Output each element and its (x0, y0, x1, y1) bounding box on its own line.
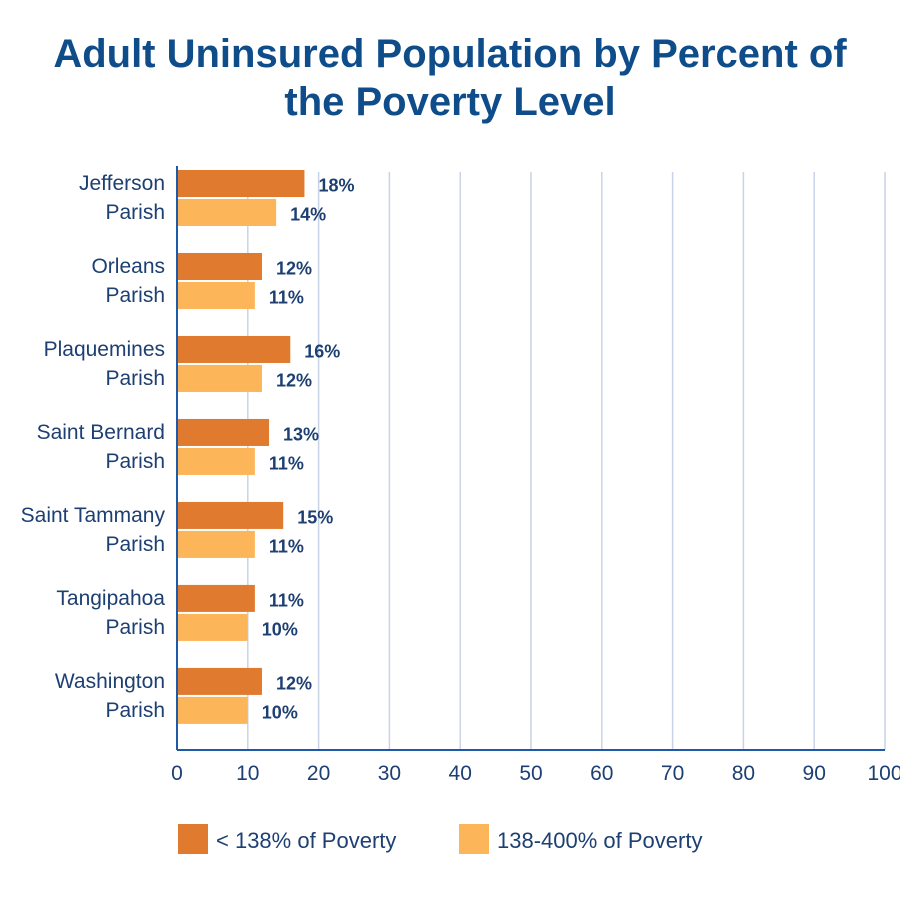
x-tick-label-100: 100 (867, 762, 900, 785)
x-tick-label-0: 0 (171, 762, 183, 785)
bar-138-400-3 (177, 447, 255, 475)
x-tick-label-30: 30 (378, 762, 401, 785)
category-label-3-1: Parish (105, 450, 165, 473)
category-label-3-0: Saint Bernard (37, 421, 165, 444)
data-label-below-138-0: 18% (318, 176, 354, 196)
x-tick-label-60: 60 (590, 762, 613, 785)
category-label-2-0: Plaquemines (44, 338, 165, 361)
category-label-6-1: Parish (105, 699, 165, 722)
x-tick-label-10: 10 (236, 762, 259, 785)
x-tick-label-70: 70 (661, 762, 684, 785)
data-label-below-138-4: 15% (297, 507, 333, 527)
bar-138-400-1 (177, 281, 255, 309)
x-tick-label-90: 90 (803, 762, 826, 785)
legend-below-138-label: < 138% of Poverty (216, 828, 396, 853)
category-label-0-1: Parish (105, 201, 165, 224)
bar-below-138-0 (177, 170, 305, 197)
category-label-0-0: Jefferson (79, 172, 165, 195)
category-label-6-0: Washington (55, 670, 165, 693)
bar-138-400-4 (177, 530, 255, 558)
data-label-138-400-6: 10% (262, 702, 298, 722)
bar-138-400-6 (177, 696, 248, 724)
data-label-138-400-5: 10% (262, 619, 298, 639)
bar-below-138-2 (177, 335, 291, 363)
category-label-1-1: Parish (105, 284, 165, 307)
data-label-below-138-6: 12% (276, 673, 312, 693)
bar-below-138-3 (177, 418, 270, 446)
data-label-below-138-1: 12% (276, 258, 312, 278)
data-label-below-138-5: 11% (269, 590, 304, 610)
legend-138-400-label: 138-400% of Poverty (497, 828, 702, 853)
category-label-1-0: Orleans (91, 255, 165, 278)
category-label-5-0: Tangipahoa (56, 587, 165, 610)
bar-below-138-1 (177, 252, 262, 280)
x-tick-label-80: 80 (732, 762, 755, 785)
bar-below-138-5 (177, 584, 255, 612)
chart-title-line-2: the Poverty Level (284, 80, 616, 124)
data-label-138-400-1: 11% (269, 287, 304, 307)
data-label-138-400-4: 11% (269, 536, 304, 556)
data-label-138-400-3: 11% (269, 453, 304, 473)
category-label-5-1: Parish (105, 616, 165, 639)
data-label-below-138-3: 13% (283, 424, 319, 444)
category-label-4-0: Saint Tammany (21, 504, 166, 527)
legend-below-138-swatch (178, 824, 208, 854)
bar-138-400-0 (177, 199, 277, 226)
category-label-4-1: Parish (105, 533, 165, 556)
bar-below-138-6 (177, 667, 262, 695)
bar-138-400-2 (177, 364, 262, 392)
x-tick-label-50: 50 (519, 762, 542, 785)
bar-138-400-5 (177, 613, 248, 641)
x-tick-label-20: 20 (307, 762, 330, 785)
data-label-138-400-2: 12% (276, 370, 312, 390)
category-label-2-1: Parish (105, 367, 165, 390)
data-label-138-400-0: 14% (290, 205, 326, 225)
chart-title: Adult Uninsured Population by Percent of… (0, 30, 900, 126)
legend-138-400-swatch (459, 824, 489, 854)
bar-below-138-4 (177, 501, 284, 529)
data-label-below-138-2: 16% (304, 341, 340, 361)
chart-title-line-1: Adult Uninsured Population by Percent of (53, 32, 847, 76)
x-tick-label-40: 40 (449, 762, 472, 785)
